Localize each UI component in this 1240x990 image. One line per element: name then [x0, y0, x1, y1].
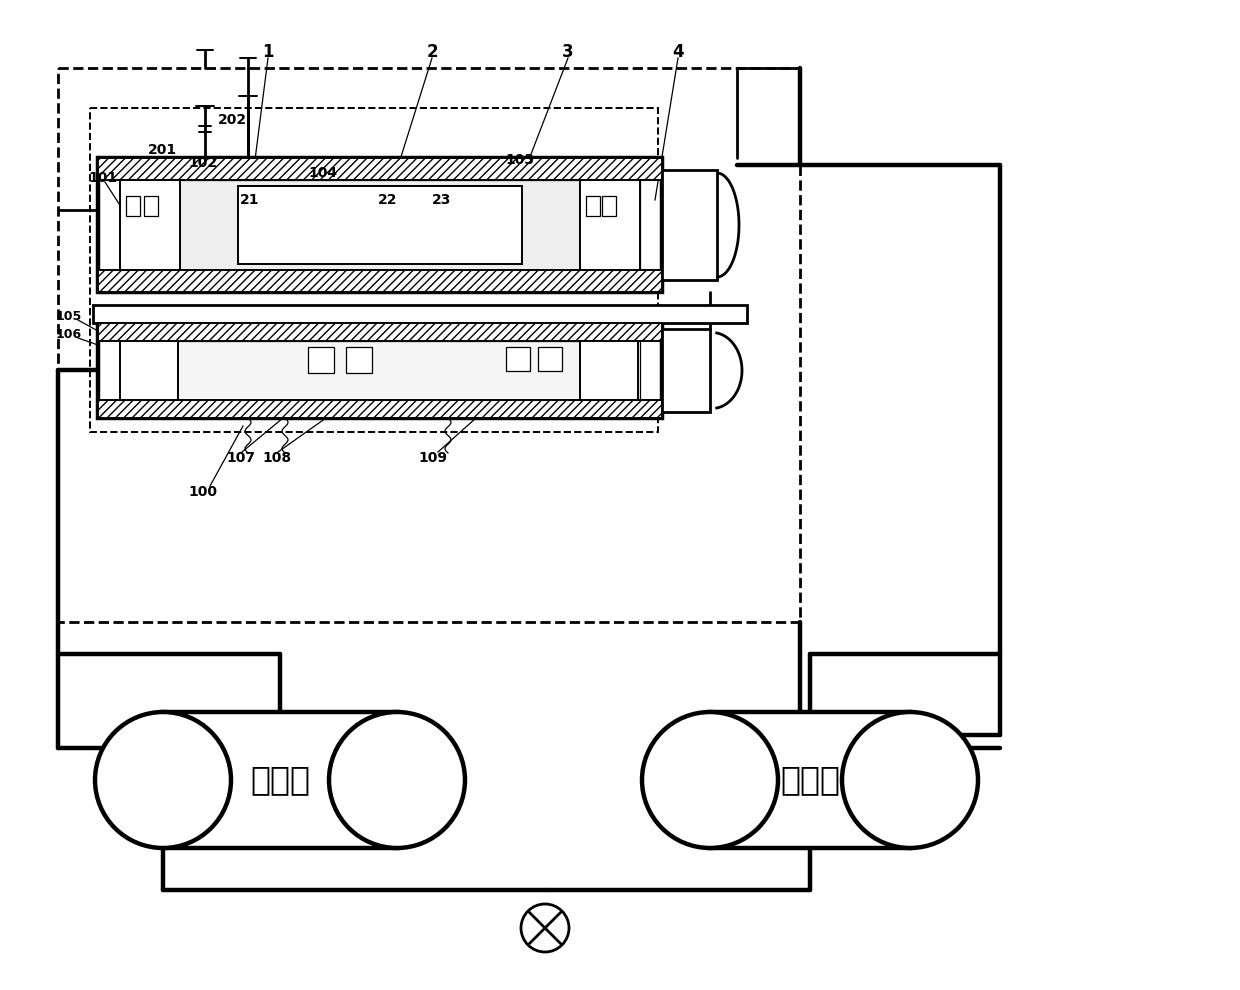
Bar: [538, 347, 562, 371]
Bar: [91, 108, 658, 432]
Text: 108: 108: [262, 451, 291, 465]
Bar: [120, 180, 640, 270]
Text: 2: 2: [427, 43, 438, 61]
Ellipse shape: [642, 712, 777, 848]
Bar: [308, 347, 334, 373]
Text: 3: 3: [562, 43, 574, 61]
Ellipse shape: [95, 712, 231, 848]
Bar: [662, 329, 711, 412]
Bar: [346, 347, 372, 373]
Text: 103: 103: [505, 153, 534, 167]
Text: 105: 105: [56, 310, 82, 323]
Text: 100: 100: [188, 485, 217, 499]
Bar: [93, 305, 746, 323]
Bar: [98, 270, 662, 292]
Text: 101: 101: [88, 171, 117, 185]
Bar: [580, 180, 640, 270]
Bar: [98, 323, 662, 341]
Bar: [98, 323, 662, 418]
Text: 107: 107: [226, 451, 255, 465]
Text: 104: 104: [308, 166, 337, 180]
Bar: [120, 341, 179, 400]
Bar: [711, 712, 910, 848]
Ellipse shape: [842, 712, 978, 848]
Text: 106: 106: [56, 328, 82, 341]
Bar: [98, 400, 662, 418]
Text: 冷凝器: 冷凝器: [250, 763, 310, 797]
Bar: [98, 158, 662, 292]
Bar: [587, 196, 600, 216]
Bar: [162, 712, 397, 848]
Bar: [580, 341, 639, 400]
Bar: [120, 180, 180, 270]
Bar: [98, 158, 662, 180]
Text: 蒸发器: 蒸发器: [780, 763, 839, 797]
Bar: [126, 196, 140, 216]
Circle shape: [521, 904, 569, 952]
Bar: [506, 347, 529, 371]
Bar: [662, 170, 717, 280]
Bar: [144, 196, 157, 216]
Bar: [58, 68, 800, 622]
Text: 23: 23: [432, 193, 451, 207]
Text: 202: 202: [218, 113, 247, 127]
Bar: [601, 196, 616, 216]
Ellipse shape: [329, 712, 465, 848]
Text: 22: 22: [378, 193, 398, 207]
Text: 201: 201: [148, 143, 177, 157]
Text: 1: 1: [262, 43, 274, 61]
Bar: [238, 186, 522, 264]
Text: 109: 109: [418, 451, 446, 465]
Bar: [120, 341, 640, 400]
Text: 4: 4: [672, 43, 683, 61]
Text: 102: 102: [188, 156, 217, 170]
Text: 21: 21: [241, 193, 259, 207]
